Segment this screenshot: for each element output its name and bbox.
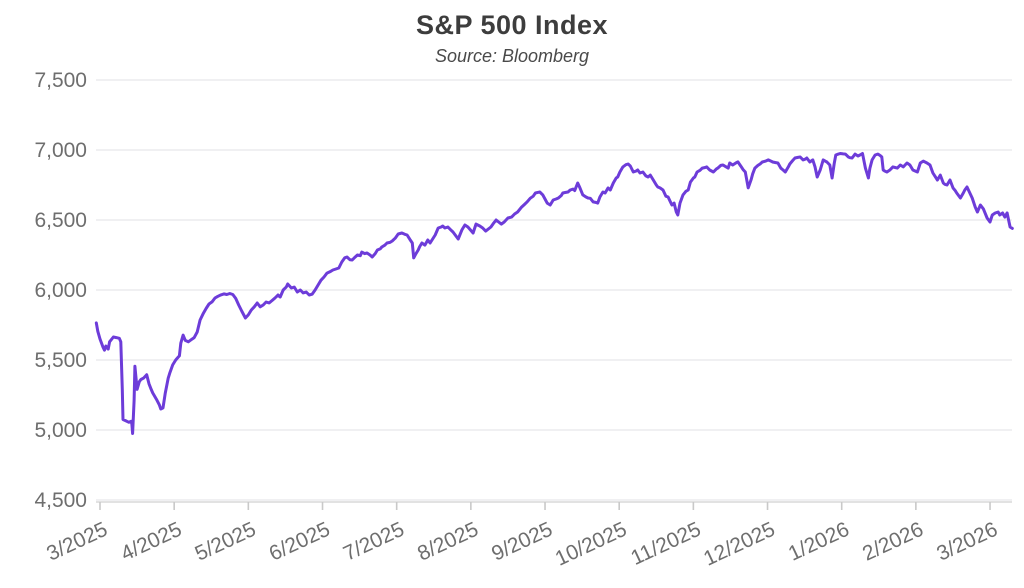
y-tick-label: 4,500 — [34, 489, 87, 512]
series-line — [94, 152, 1014, 435]
y-tick-label: 7,500 — [34, 69, 87, 92]
x-tick-label: 3/2025 — [43, 518, 111, 566]
chart-subtitle: Source: Bloomberg — [434, 46, 590, 66]
x-tick-label: 8/2025 — [414, 518, 482, 566]
y-tick-label: 5,000 — [34, 419, 87, 442]
x-axis-labels: 3/2025 4/2025 5/2025 6/2025 7/2025 8/2025 9/20… — [43, 518, 1001, 571]
x-tick-label: 6/2025 — [266, 518, 334, 566]
x-tick-label: 2/2026 — [859, 518, 927, 566]
x-tick-label: 7/2025 — [340, 518, 408, 566]
y-tick-label: 7,000 — [34, 139, 87, 162]
chart-title: S&P 500 Index — [415, 10, 609, 40]
price-line — [94, 152, 1014, 435]
y-tick-label: 5,500 — [34, 349, 87, 372]
x-tick-label: 9/2025 — [488, 518, 556, 566]
gridlines — [96, 79, 1012, 501]
x-tick-label: 10/2025 — [552, 518, 631, 571]
x-tick-label: 11/2025 — [627, 518, 704, 570]
x-tick-label: 5/2025 — [192, 518, 260, 566]
x-axis — [96, 501, 1012, 510]
y-tick-label: 6,000 — [34, 279, 87, 302]
x-tick-label: 1/2026 — [785, 518, 853, 566]
x-tick-label: 12/2025 — [700, 518, 779, 571]
y-tick-label: 6,500 — [34, 209, 87, 232]
y-axis-labels: 4,500 5,000 5,500 6,000 6,500 7,000 7,500 — [34, 69, 87, 512]
x-tick-label: 3/2026 — [933, 518, 1001, 566]
x-tick-label: 4/2025 — [117, 518, 185, 566]
